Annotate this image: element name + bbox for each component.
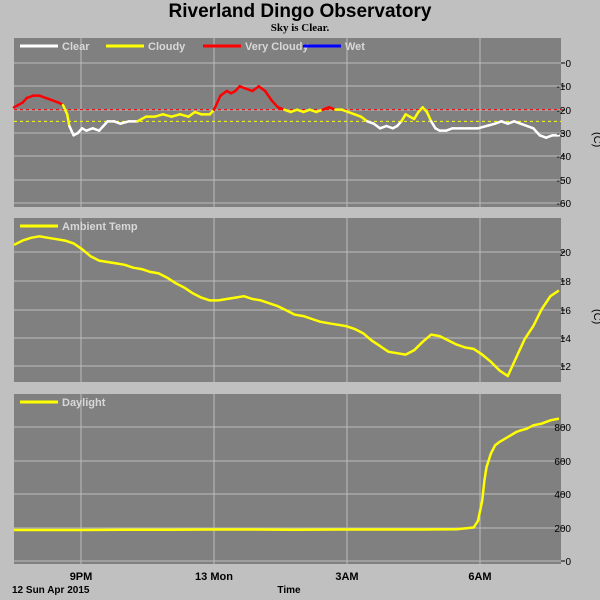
y-tick-label: -40 <box>557 152 572 163</box>
sky-temp-segment <box>429 120 437 130</box>
legend-label: Wet <box>345 41 365 53</box>
sky-temp-segment <box>532 127 541 137</box>
sky-temp-segment <box>219 89 229 97</box>
sky-temp-segment <box>153 113 165 118</box>
sky-temp-segment <box>187 110 197 118</box>
sky-temp-segment <box>270 99 280 109</box>
daylight-series <box>14 417 560 532</box>
sky-temp-segment <box>178 113 190 118</box>
y-tick-label: 800 <box>554 423 571 434</box>
sky-temp-segment <box>65 113 71 128</box>
y-tick-label: -10 <box>557 82 572 93</box>
legend-label: Daylight <box>62 397 106 409</box>
cloud-legend: Clear Cloudy Very Cloudy Wet <box>20 41 365 53</box>
y-tick-label: -60 <box>557 199 572 210</box>
sky-temp-segment <box>257 85 267 93</box>
temp-yticks: 20 18 16 14 12 <box>560 248 572 373</box>
sky-temp-segment <box>263 89 273 102</box>
sky-temp-segment <box>372 122 382 130</box>
temp-unit-label: (C) <box>591 309 600 324</box>
y-tick-label: -50 <box>557 176 572 187</box>
x-tick-label: 3AM <box>335 571 358 583</box>
cloud-panel: 0 -10 -20 -30 -40 -50 -60 Clear Cloudy Very Clou… <box>12 38 600 210</box>
sky-temp-segment <box>400 113 407 123</box>
y-tick-label: 200 <box>554 524 571 535</box>
y-tick-label: 12 <box>560 362 572 373</box>
y-tick-label: -30 <box>557 129 572 140</box>
y-tick-label: -20 <box>557 106 572 117</box>
sky-temp-segment <box>485 122 497 128</box>
temp-legend: Ambient Temp <box>20 221 138 233</box>
daylight-legend: Daylight <box>20 397 106 409</box>
sky-temp-segment <box>119 120 131 125</box>
temp-gridlines <box>14 218 561 382</box>
x-tick-label: 9PM <box>70 571 93 583</box>
daylight-panel: 800 600 400 200 0 Daylight <box>14 394 571 568</box>
cloud-unit-label: (C) <box>591 132 600 147</box>
temp-plot-area <box>14 218 561 382</box>
temp-panel: 20 18 16 14 12 Ambient Temp (C) <box>13 218 600 382</box>
sky-temp-segment <box>359 115 369 123</box>
date-label: 12 Sun Apr 2015 <box>12 585 90 596</box>
sky-temp-segment <box>61 103 69 116</box>
sky-temp-segment <box>170 113 182 118</box>
sky-temp-segment <box>212 94 222 111</box>
temp-series <box>13 235 560 378</box>
y-tick-label: 0 <box>565 59 571 70</box>
y-tick-label: 0 <box>565 557 571 568</box>
y-tick-label: 20 <box>560 248 572 259</box>
y-tick-label: 14 <box>560 334 572 345</box>
ambient-temp-line <box>13 235 560 378</box>
daylight-plot-area <box>14 394 561 564</box>
legend-label: Cloudy <box>148 41 186 53</box>
y-tick-label: 16 <box>560 306 572 317</box>
y-tick-label: 400 <box>554 490 571 501</box>
sky-temp-segment <box>161 113 173 118</box>
sky-temp-segment <box>136 115 148 123</box>
y-tick-label: 18 <box>560 277 572 288</box>
daylight-line <box>14 417 560 532</box>
cloud-thresholds <box>14 109 561 122</box>
sky-temp-segment <box>425 110 433 123</box>
legend-label: Very Cloudy <box>245 41 309 53</box>
cloud-yticks: 0 -10 -20 -30 -40 -50 -60 <box>557 59 572 210</box>
x-tick-label: 13 Mon <box>195 571 233 583</box>
x-tick-label: 6AM <box>468 571 491 583</box>
chart-title: Riverland Dingo Observatory <box>168 1 432 22</box>
sky-temp-segment <box>251 85 261 93</box>
x-axis-label: Time <box>277 585 301 596</box>
sky-status: Sky is Clear. <box>270 22 330 34</box>
sky-temp-segment <box>476 124 488 130</box>
cloud-series <box>12 85 561 139</box>
x-axis-ticks: 9PM 13 Mon 3AM 6AM <box>70 571 492 583</box>
y-tick-label: 600 <box>554 457 571 468</box>
legend-label: Ambient Temp <box>62 221 138 233</box>
sky-temp-segment <box>412 110 420 121</box>
legend-label: Clear <box>62 41 90 53</box>
daylight-yticks: 800 600 400 200 0 <box>554 423 571 568</box>
